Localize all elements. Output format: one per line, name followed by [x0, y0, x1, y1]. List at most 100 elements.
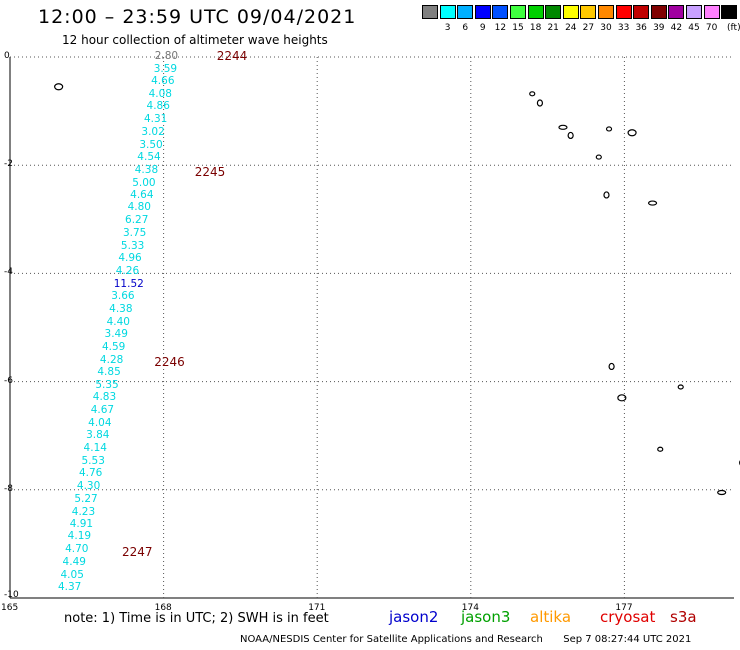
wave-height-value: 4.14 [83, 442, 107, 455]
wave-height-value: 4.54 [137, 151, 161, 164]
wave-height-value: 4.37 [57, 581, 82, 594]
legend-swatch [439, 5, 456, 19]
legend-label: 18 [529, 23, 542, 33]
pass-time-label: 2247 [122, 545, 153, 559]
wave-height-value: 4.23 [71, 505, 96, 518]
wave-height-value: 4.86 [146, 100, 170, 113]
wave-height-value: 5.53 [81, 454, 105, 467]
wave-height-value: 4.85 [97, 365, 121, 378]
legend-swatch [686, 5, 702, 19]
island-outline [567, 131, 574, 140]
legend-label: 21 [547, 23, 559, 33]
credit-line: NOAA/NESDIS Center for Satellite Applica… [240, 634, 691, 645]
wave-height-value: 4.66 [151, 75, 175, 88]
wave-height-value: 4.67 [90, 404, 115, 417]
legend-label: 70 [705, 23, 718, 33]
wave-height-value: 4.83 [92, 391, 117, 404]
wave-height-value: 3.02 [141, 125, 165, 138]
wave-height-value: 4.04 [88, 416, 112, 429]
legend-label: 45 [688, 23, 700, 33]
wave-height-value: 4.19 [67, 530, 92, 543]
map-title: 12:00 – 23:59 UTC 09/04/2021 [38, 6, 357, 28]
wave-height-value: 4.70 [65, 543, 89, 556]
satellite-name: jason3 [461, 608, 511, 626]
island-outline [677, 384, 684, 390]
island-outline [657, 446, 664, 452]
legend-swatch [633, 5, 650, 19]
lon-tick-label: 168 [154, 603, 172, 613]
legend-label: 36 [635, 23, 647, 33]
wave-height-value: 5.33 [120, 239, 145, 252]
wave-height-value: 4.38 [109, 302, 133, 315]
legend-label: 24 [565, 23, 577, 33]
wave-height-value: 4.49 [62, 555, 86, 568]
lat-tick-label: -10 [4, 590, 19, 600]
lon-tick-label: 165 [1, 603, 19, 613]
legend-swatch [457, 5, 474, 19]
wave-height-value: 4.80 [127, 201, 151, 214]
legend-unit: (ft) [727, 23, 740, 33]
island-outline [536, 99, 544, 107]
lon-tick-label: 171 [308, 603, 326, 613]
legend-swatch [721, 5, 738, 19]
legend-swatch [615, 5, 632, 19]
legend-swatch [598, 5, 614, 19]
wave-height-value: 4.96 [118, 252, 142, 265]
legend-swatch [562, 5, 579, 19]
wave-height-value: 3.59 [153, 62, 178, 75]
legend-label: 3 [444, 23, 451, 33]
legend-label: 6 [462, 23, 469, 33]
wave-height-value: 4.76 [78, 467, 103, 480]
wave-height-value: 4.26 [115, 264, 140, 277]
credit-text: NOAA/NESDIS Center for Satellite Applica… [240, 634, 543, 645]
legend-swatch [668, 5, 685, 19]
wave-height-value: 3.49 [104, 328, 128, 341]
island-outline [529, 91, 536, 97]
footer-note: note: 1) Time is in UTC; 2) SWH is in fe… [64, 611, 329, 626]
lat-tick-label: -6 [4, 375, 13, 386]
legend-swatch [580, 5, 597, 19]
legend-swatch [492, 5, 509, 19]
wave-height-value: 11.52 [113, 277, 144, 290]
wave-height-value: 5.35 [95, 378, 119, 391]
map-subtitle: 12 hour collection of altimeter wave hei… [62, 33, 328, 47]
legend-label: 9 [479, 23, 486, 33]
wave-height-value: 4.40 [106, 315, 130, 328]
legend-label: 42 [670, 23, 683, 33]
wave-height-value: 6.27 [125, 214, 149, 227]
lat-tick-label: -8 [4, 483, 13, 494]
island-outline [617, 394, 627, 402]
legend-swatch [527, 5, 544, 19]
island-outline [627, 129, 637, 137]
legend-label: 12 [494, 23, 507, 33]
legend-label: 27 [582, 23, 595, 33]
island-outline [54, 83, 64, 91]
lon-tick-label: 177 [615, 603, 633, 613]
pass-time-label: 2245 [194, 165, 226, 180]
wave-height-value: 4.31 [143, 113, 168, 126]
wave-height-value: 4.64 [130, 189, 154, 202]
wave-height-value: 5.00 [132, 176, 156, 189]
wave-height-value: 4.28 [99, 353, 124, 366]
island-outline [603, 191, 610, 199]
wave-height-value: 2.80 [154, 50, 179, 62]
wave-height-value: 4.05 [60, 568, 84, 581]
legend-swatch [545, 5, 562, 19]
legend-swatch [474, 5, 491, 19]
legend-label: 15 [512, 23, 524, 33]
lon-tick-label: 174 [461, 603, 479, 613]
pass-time-label: 2244 [216, 48, 248, 63]
wave-height-value: 4.59 [101, 341, 126, 354]
lat-tick-label: 0 [4, 51, 10, 61]
wave-height-value: 3.75 [122, 226, 147, 239]
wave-height-value: 3.66 [111, 290, 135, 303]
satellite-name: s3a [670, 608, 697, 626]
wave-height-value: 4.91 [69, 517, 94, 530]
wave-height-value: 5.27 [74, 492, 98, 505]
satellite-name: altika [530, 608, 572, 626]
island-outline [717, 489, 727, 496]
island-outline [558, 124, 568, 130]
legend-swatch [650, 5, 667, 19]
island-outline [608, 362, 615, 371]
